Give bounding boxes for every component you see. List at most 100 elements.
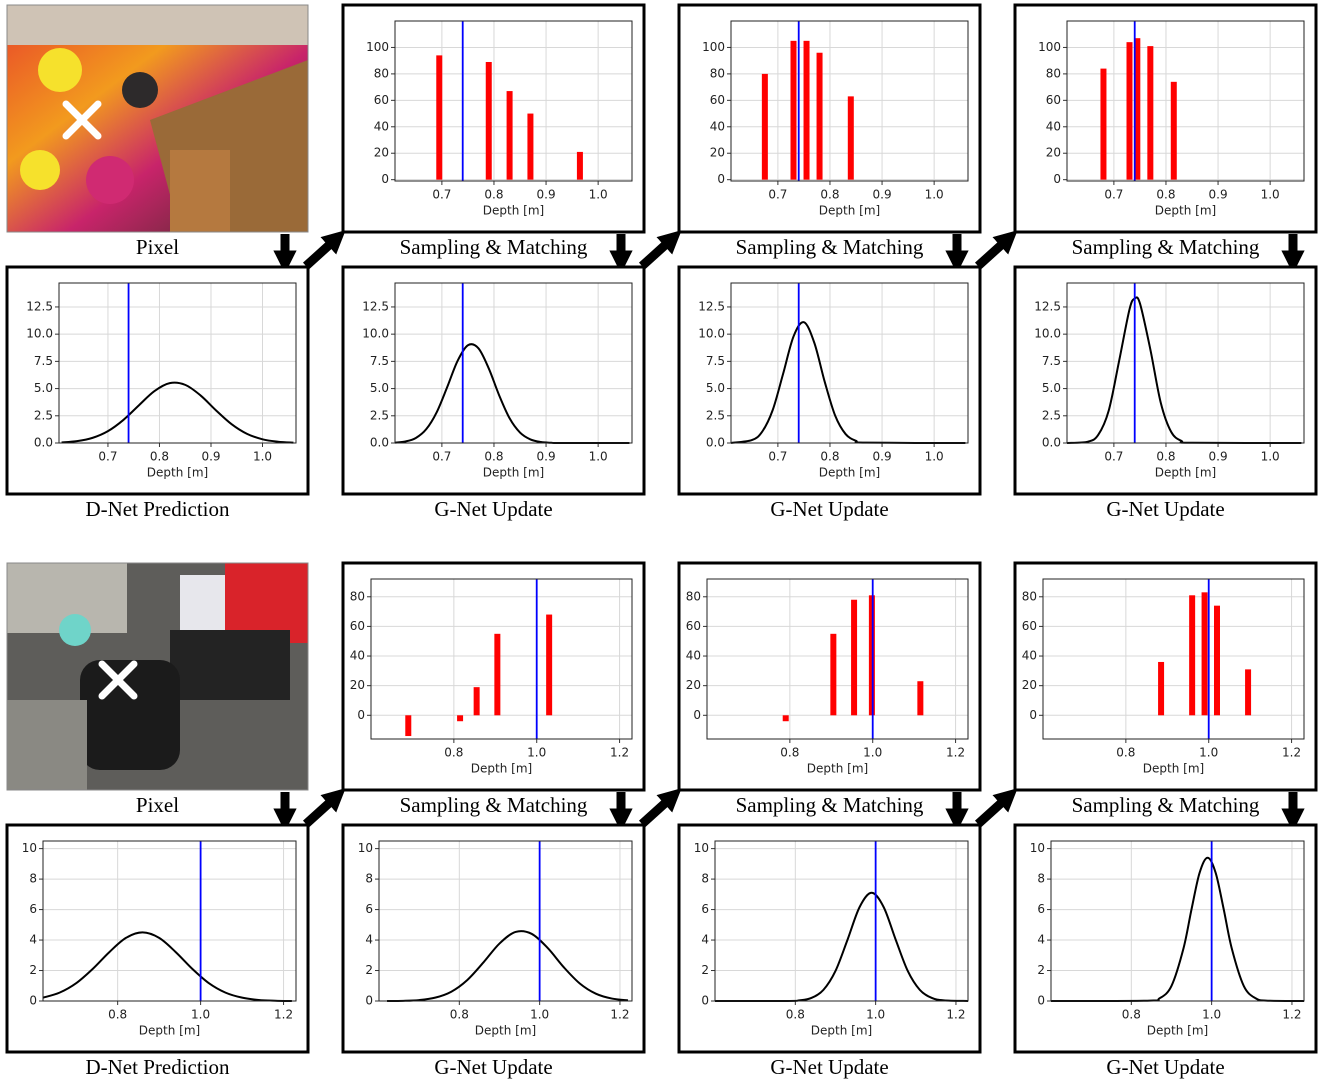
- x-tick-label: 1.2: [1282, 746, 1301, 760]
- y-tick-label: 0: [701, 994, 709, 1008]
- x-tick-label: 1.2: [610, 1008, 629, 1022]
- y-tick-label: 0: [693, 708, 701, 722]
- y-tick-label: 5.0: [706, 381, 725, 395]
- bar: [507, 91, 513, 180]
- y-tick-label: 0.0: [370, 436, 389, 450]
- caption: G-Net Update: [770, 497, 888, 521]
- x-tick-label: 1.0: [191, 1008, 210, 1022]
- y-tick-label: 0.0: [1042, 436, 1061, 450]
- bar: [577, 152, 583, 180]
- x-axis-label: Depth [m]: [1155, 466, 1216, 480]
- x-tick-label: 0.9: [873, 450, 892, 464]
- y-tick-label: 0: [1029, 708, 1037, 722]
- y-tick-label: 5.0: [1042, 381, 1061, 395]
- photo-office: [7, 563, 308, 790]
- y-tick-label: 2.5: [370, 408, 389, 422]
- x-tick-label: 1.0: [863, 746, 882, 760]
- caption: G-Net Update: [434, 497, 552, 521]
- y-tick-label: 40: [350, 649, 365, 663]
- y-tick-label: 8: [701, 872, 709, 886]
- x-tick-label: 0.7: [1104, 450, 1123, 464]
- y-tick-label: 40: [374, 119, 389, 133]
- arrow: [978, 796, 1009, 824]
- caption: G-Net Update: [1106, 1055, 1224, 1079]
- bar: [494, 634, 500, 715]
- bar: [851, 600, 857, 716]
- y-tick-label: 60: [350, 619, 365, 633]
- caption: Pixel: [136, 793, 179, 817]
- x-tick-label: 0.8: [484, 450, 503, 464]
- panel-frame: [679, 825, 980, 1052]
- y-tick-label: 80: [710, 66, 725, 80]
- x-axis-label: Depth [m]: [471, 762, 532, 776]
- x-tick-label: 0.7: [768, 450, 787, 464]
- y-tick-label: 10.0: [362, 327, 389, 341]
- y-tick-label: 60: [1022, 619, 1037, 633]
- bar: [1245, 669, 1251, 715]
- y-tick-label: 40: [710, 119, 725, 133]
- y-tick-label: 12.5: [698, 299, 725, 313]
- x-axis-label: Depth [m]: [483, 204, 544, 218]
- y-tick-label: 20: [1046, 146, 1061, 160]
- x-axis-label: Depth [m]: [1143, 762, 1204, 776]
- bar: [830, 634, 836, 715]
- x-tick-label: 1.0: [1261, 188, 1280, 202]
- bar: [817, 53, 823, 180]
- x-tick-label: 0.9: [1209, 188, 1228, 202]
- bar: [457, 715, 463, 721]
- bar: [486, 62, 492, 180]
- x-tick-label: 1.0: [253, 450, 272, 464]
- x-tick-label: 1.2: [946, 746, 965, 760]
- bar: [1158, 662, 1164, 715]
- y-tick-label: 10: [358, 841, 373, 855]
- x-tick-label: 0.8: [1116, 746, 1135, 760]
- x-tick-label: 0.8: [1122, 1008, 1141, 1022]
- photo-bed: [7, 5, 308, 232]
- x-tick-label: 1.0: [527, 746, 546, 760]
- y-tick-label: 0.0: [706, 436, 725, 450]
- x-tick-label: 0.7: [98, 450, 117, 464]
- x-axis-label: Depth [m]: [147, 466, 208, 480]
- bar: [1147, 46, 1153, 180]
- y-tick-label: 7.5: [370, 354, 389, 368]
- caption: Sampling & Matching: [400, 235, 588, 259]
- y-tick-label: 80: [350, 589, 365, 603]
- bar: [917, 681, 923, 715]
- x-tick-label: 1.0: [925, 188, 944, 202]
- caption: Sampling & Matching: [736, 235, 924, 259]
- x-tick-label: 1.0: [589, 188, 608, 202]
- y-tick-label: 100: [702, 40, 725, 54]
- figure: PixelPixelSampling & Matching02040608010…: [0, 0, 1322, 1085]
- y-tick-label: 60: [374, 93, 389, 107]
- x-tick-label: 0.7: [1104, 188, 1123, 202]
- y-tick-label: 6: [365, 902, 373, 916]
- y-tick-label: 5.0: [34, 381, 53, 395]
- y-tick-label: 40: [1022, 649, 1037, 663]
- x-axis-label: Depth [m]: [483, 466, 544, 480]
- y-tick-label: 80: [686, 589, 701, 603]
- x-tick-label: 0.8: [108, 1008, 127, 1022]
- x-axis-label: Depth [m]: [811, 1024, 872, 1038]
- y-tick-label: 0: [357, 708, 365, 722]
- panel-frame: [1015, 825, 1316, 1052]
- y-tick-label: 7.5: [1042, 354, 1061, 368]
- x-tick-label: 0.8: [820, 450, 839, 464]
- y-tick-label: 10.0: [1034, 327, 1061, 341]
- y-tick-label: 10.0: [698, 327, 725, 341]
- y-tick-label: 100: [1038, 40, 1061, 54]
- x-tick-label: 0.8: [450, 1008, 469, 1022]
- y-tick-label: 60: [710, 93, 725, 107]
- y-tick-label: 2: [1037, 963, 1045, 977]
- y-tick-label: 10: [22, 841, 37, 855]
- y-tick-label: 100: [366, 40, 389, 54]
- y-tick-label: 7.5: [706, 354, 725, 368]
- x-tick-label: 0.8: [780, 746, 799, 760]
- bar: [791, 41, 797, 180]
- x-tick-label: 0.9: [201, 450, 220, 464]
- arrow: [642, 796, 673, 824]
- x-tick-label: 0.9: [1209, 450, 1228, 464]
- x-tick-label: 0.7: [768, 188, 787, 202]
- arrow: [306, 238, 337, 266]
- bar: [527, 114, 533, 180]
- bar: [546, 615, 552, 716]
